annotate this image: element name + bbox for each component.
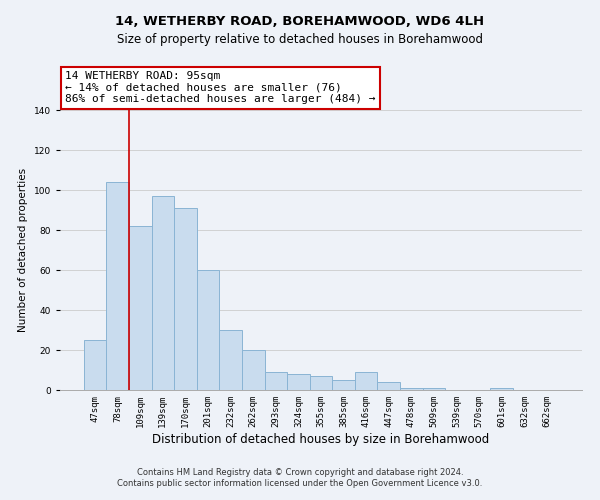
Bar bbox=[220, 330, 242, 390]
Bar bbox=[490, 388, 513, 390]
Bar bbox=[84, 340, 106, 390]
Text: 14 WETHERBY ROAD: 95sqm
← 14% of detached houses are smaller (76)
86% of semi-de: 14 WETHERBY ROAD: 95sqm ← 14% of detache… bbox=[65, 71, 376, 104]
Text: Contains HM Land Registry data © Crown copyright and database right 2024.
Contai: Contains HM Land Registry data © Crown c… bbox=[118, 468, 482, 487]
Bar bbox=[106, 182, 129, 390]
Bar bbox=[174, 208, 197, 390]
Bar bbox=[422, 388, 445, 390]
Bar bbox=[129, 226, 152, 390]
Bar bbox=[265, 372, 287, 390]
X-axis label: Distribution of detached houses by size in Borehamwood: Distribution of detached houses by size … bbox=[152, 432, 490, 446]
Bar bbox=[310, 376, 332, 390]
Bar bbox=[400, 388, 422, 390]
Bar bbox=[377, 382, 400, 390]
Y-axis label: Number of detached properties: Number of detached properties bbox=[18, 168, 28, 332]
Bar bbox=[332, 380, 355, 390]
Bar bbox=[152, 196, 174, 390]
Bar bbox=[287, 374, 310, 390]
Text: Size of property relative to detached houses in Borehamwood: Size of property relative to detached ho… bbox=[117, 32, 483, 46]
Bar bbox=[242, 350, 265, 390]
Text: 14, WETHERBY ROAD, BOREHAMWOOD, WD6 4LH: 14, WETHERBY ROAD, BOREHAMWOOD, WD6 4LH bbox=[115, 15, 485, 28]
Bar bbox=[197, 270, 220, 390]
Bar bbox=[355, 372, 377, 390]
